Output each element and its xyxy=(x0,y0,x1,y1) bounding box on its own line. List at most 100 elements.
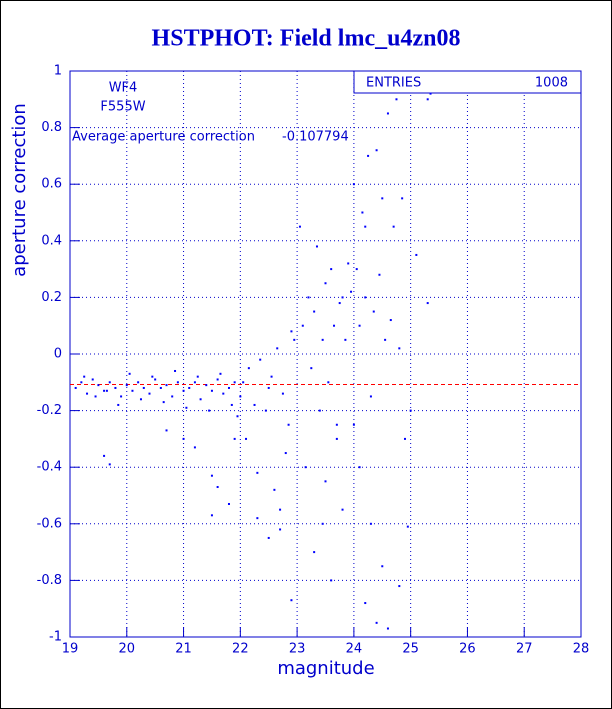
point xyxy=(125,384,128,387)
point xyxy=(83,375,86,378)
point xyxy=(395,98,398,101)
point xyxy=(97,384,100,387)
point xyxy=(426,302,429,305)
point xyxy=(369,395,372,398)
point xyxy=(290,599,293,602)
point xyxy=(375,149,378,152)
point xyxy=(185,406,188,409)
point xyxy=(406,525,409,528)
point xyxy=(389,319,392,322)
point xyxy=(151,375,154,378)
point xyxy=(384,338,387,341)
point xyxy=(398,347,401,350)
point xyxy=(347,262,350,265)
point xyxy=(233,381,236,384)
y-tick-label: 0.6 xyxy=(41,177,62,192)
x-tick-label: 27 xyxy=(516,642,533,657)
plot-frame xyxy=(69,70,582,638)
point xyxy=(139,398,142,401)
point xyxy=(199,398,202,401)
point xyxy=(103,389,106,392)
point xyxy=(381,197,384,200)
y-tick-label: 0.2 xyxy=(41,290,62,305)
point xyxy=(364,225,367,228)
point xyxy=(298,225,301,228)
point xyxy=(372,310,375,313)
point xyxy=(165,384,168,387)
point xyxy=(327,381,330,384)
chart-title: HSTPHOT: Field lmc_u4zn08 xyxy=(152,26,461,52)
point xyxy=(91,378,94,381)
point xyxy=(182,389,185,392)
point xyxy=(429,92,432,95)
point xyxy=(341,296,344,299)
point xyxy=(279,508,282,511)
point xyxy=(321,338,324,341)
y-tick-label: -0.4 xyxy=(37,460,62,475)
point xyxy=(335,423,338,426)
y-tick-label: -0.8 xyxy=(37,573,62,588)
point xyxy=(409,409,412,412)
point xyxy=(227,502,230,505)
point xyxy=(392,225,395,228)
point xyxy=(401,197,404,200)
point xyxy=(315,245,318,248)
point xyxy=(239,395,242,398)
point xyxy=(196,375,199,378)
point xyxy=(352,423,355,426)
x-tick-label: 28 xyxy=(573,642,590,657)
y-tick-label: -0.2 xyxy=(37,403,62,418)
x-tick-label: 20 xyxy=(119,642,136,657)
point xyxy=(281,392,284,395)
point xyxy=(253,403,256,406)
point xyxy=(210,474,213,477)
point xyxy=(205,384,208,387)
point xyxy=(290,330,293,333)
x-tick-label: 22 xyxy=(232,642,249,657)
point xyxy=(301,324,304,327)
point xyxy=(273,488,276,491)
point xyxy=(159,386,162,389)
point xyxy=(310,367,313,370)
point xyxy=(264,409,267,412)
point xyxy=(74,386,77,389)
y-tick-label: 1 xyxy=(54,64,62,79)
point xyxy=(398,585,401,588)
point xyxy=(227,386,230,389)
point xyxy=(188,386,191,389)
point xyxy=(386,627,389,630)
point xyxy=(386,112,389,115)
point xyxy=(358,466,361,469)
point xyxy=(355,268,358,271)
point xyxy=(236,415,239,418)
point xyxy=(324,480,327,483)
x-tick-label: 24 xyxy=(346,642,363,657)
point xyxy=(426,98,429,101)
point xyxy=(313,310,316,313)
point xyxy=(307,296,310,299)
x-tick-label: 21 xyxy=(175,642,192,657)
point xyxy=(193,446,196,449)
point xyxy=(176,381,179,384)
y-tick-label: -1 xyxy=(49,630,62,645)
y-tick-label: 0.8 xyxy=(41,120,62,135)
point xyxy=(364,602,367,605)
point xyxy=(267,386,270,389)
point xyxy=(304,466,307,469)
label-line: F555W xyxy=(100,100,145,115)
point xyxy=(284,452,287,455)
point xyxy=(216,486,219,489)
point xyxy=(369,522,372,525)
point xyxy=(403,437,406,440)
point xyxy=(210,514,213,517)
point xyxy=(105,389,108,392)
point xyxy=(230,403,233,406)
point xyxy=(219,372,222,375)
point xyxy=(287,423,290,426)
point xyxy=(358,324,361,327)
x-tick-label: 23 xyxy=(289,642,306,657)
point xyxy=(378,273,381,276)
point xyxy=(222,392,225,395)
point xyxy=(128,372,131,375)
x-tick-label: 26 xyxy=(459,642,476,657)
